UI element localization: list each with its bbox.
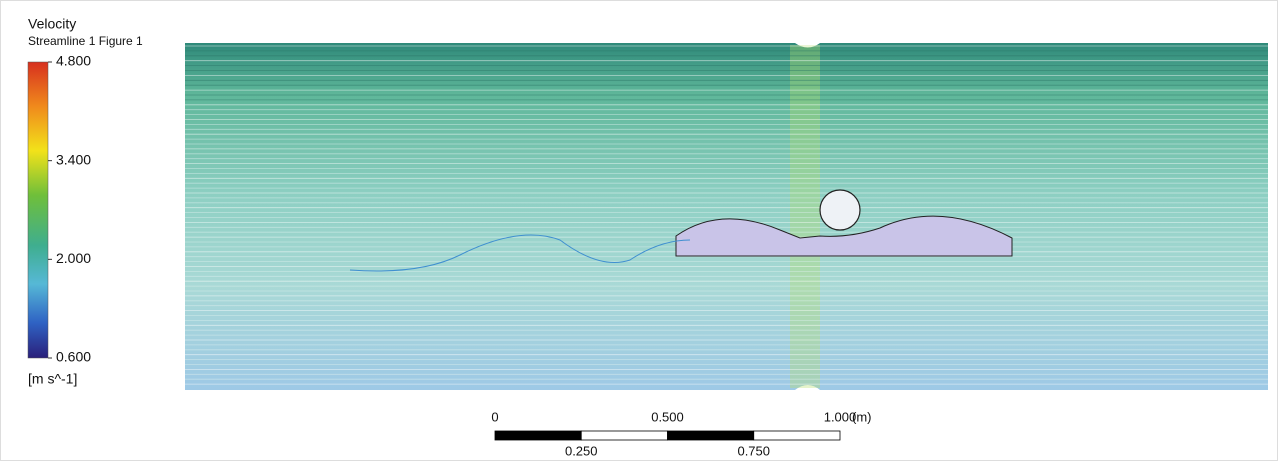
colorbar-tick-label: 3.400: [56, 151, 91, 167]
body-outline: [675, 215, 1013, 257]
colorbar-tick-label: 0.600: [56, 349, 91, 365]
scale-label: 0.500: [651, 409, 684, 424]
streamline-field: [185, 43, 1268, 390]
scale-label: 0.750: [737, 443, 770, 458]
scale-label: 0.250: [565, 443, 598, 458]
colorbar-tick-label: 2.000: [56, 250, 91, 266]
colorbar-tick-label: 4.800: [56, 53, 91, 69]
scale-unit: (m): [852, 409, 872, 424]
legend-title: Velocity: [28, 16, 76, 32]
throat-band: [790, 45, 820, 388]
scale-segment: [667, 430, 755, 441]
flow-domain: [185, 43, 1268, 390]
legend-unit: [m s^-1]: [28, 371, 77, 387]
wake-streamline: [349, 234, 691, 272]
scale-segment: [580, 430, 668, 441]
color-bar: [27, 61, 49, 359]
scale-label: 0: [491, 409, 498, 424]
cylinder: [819, 189, 861, 231]
legend-subtitle: Streamline 1 Figure 1: [28, 34, 143, 48]
scale-segment: [494, 430, 582, 441]
scale-segment: [753, 430, 841, 441]
scale-label: 1.000: [824, 409, 857, 424]
